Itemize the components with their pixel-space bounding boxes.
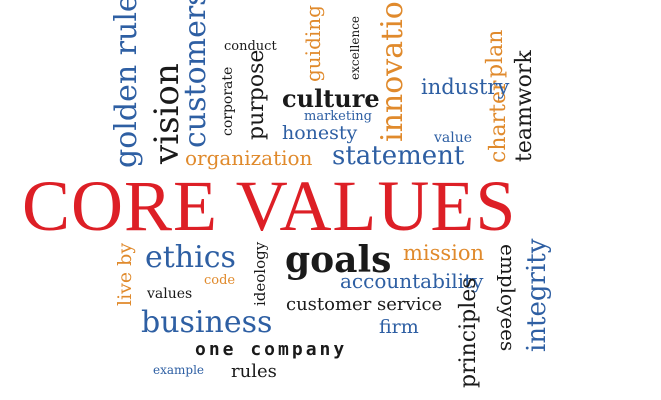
- word-statement: statement: [332, 141, 465, 171]
- word-one-company: one company: [195, 339, 348, 360]
- word-value: value: [434, 130, 473, 146]
- word-innovation: innovation: [375, 0, 410, 142]
- word-business: business: [141, 305, 273, 340]
- word-integrity: integrity: [522, 238, 552, 352]
- word-accountability: accountability: [340, 269, 484, 293]
- word-purpose: purpose: [244, 49, 269, 140]
- word-culture: culture: [282, 84, 380, 113]
- word-example: example: [153, 363, 205, 377]
- word-ideology: ideology: [251, 241, 269, 306]
- word-live-by: live by: [114, 242, 136, 306]
- word-customer-service: customer service: [286, 294, 443, 315]
- word-mission: mission: [403, 241, 485, 265]
- word-rules: rules: [231, 361, 277, 382]
- word-industry: industry: [421, 75, 510, 99]
- word-customers: customers: [178, 0, 213, 148]
- word-goals: goals: [285, 239, 392, 281]
- word-guiding: guiding: [301, 5, 325, 82]
- word-plan: plan: [483, 29, 508, 78]
- word-ethics: ethics: [145, 240, 236, 275]
- word-teamwork: teamwork: [512, 50, 537, 162]
- word-firm: firm: [379, 316, 419, 338]
- word-values: values: [147, 286, 193, 302]
- word-corporate: corporate: [220, 66, 236, 136]
- word-golden-rule: golden rule: [109, 0, 144, 168]
- word-marketing: marketing: [304, 109, 372, 124]
- word-code: code: [204, 273, 236, 288]
- word-principles: principles: [456, 277, 481, 388]
- word-employees: employees: [496, 244, 520, 352]
- headline-core-values: CORE VALUES: [22, 166, 517, 246]
- word-conduct: conduct: [224, 39, 277, 54]
- word-organization: organization: [185, 146, 313, 170]
- word-honesty: honesty: [282, 122, 358, 144]
- word-excellence: excellence: [348, 15, 362, 80]
